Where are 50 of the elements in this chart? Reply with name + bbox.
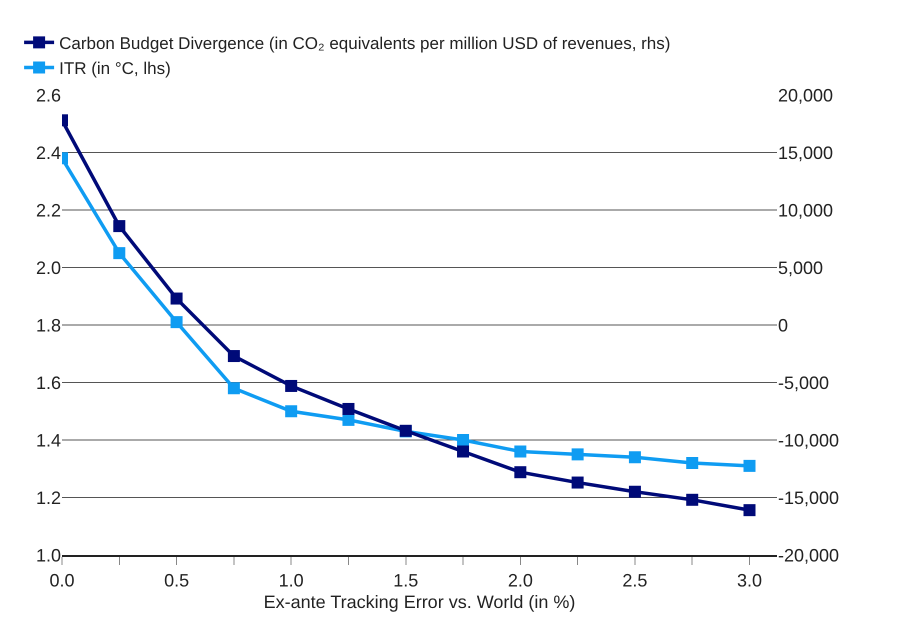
- point: [285, 380, 298, 392]
- point: [686, 494, 698, 506]
- point: [686, 457, 698, 469]
- point: [514, 446, 526, 458]
- y-tick-label: 1.8: [36, 315, 61, 336]
- y-tick-label: 1.2: [36, 488, 61, 508]
- x-axis-title: Ex-ante Tracking Error vs. World (in %): [264, 592, 576, 612]
- y-tick-label: 1.4: [36, 430, 61, 450]
- y2-tick-label: 10,000: [778, 200, 834, 220]
- point: [342, 402, 354, 415]
- point: [572, 448, 584, 460]
- point: [744, 460, 756, 472]
- x-tick-label: 0.0: [49, 570, 75, 590]
- y-tick-label: 2.4: [36, 142, 61, 163]
- point: [628, 486, 641, 498]
- y2-tick-label: -20,000: [778, 545, 840, 566]
- x-tick-label: 2.0: [508, 570, 533, 590]
- y2-tick-label: -10,000: [778, 430, 840, 450]
- point: [285, 405, 298, 418]
- y2-tick-label: -5,000: [778, 372, 830, 393]
- x-tick-label: 2.5: [622, 570, 648, 590]
- point: [457, 446, 470, 458]
- point: [170, 292, 183, 305]
- point: [170, 316, 183, 328]
- y2-tick-label: -15,000: [778, 488, 840, 508]
- x-tick-label: 1.0: [278, 570, 304, 590]
- y-tick-label: 1.6: [36, 372, 61, 393]
- y-tick-label: 2.2: [36, 200, 61, 220]
- x-tick-label: 0.5: [164, 570, 190, 590]
- point: [744, 504, 756, 516]
- legend-label: Carbon Budget Divergence (in CO₂ equivalents per million USD of revenues, rhs): [59, 34, 670, 53]
- x-tick-label: 1.5: [393, 570, 418, 590]
- point: [228, 382, 240, 394]
- point: [228, 350, 240, 362]
- y2-tick-label: 15,000: [778, 142, 834, 163]
- y2-tick-label: 0: [778, 315, 788, 336]
- point: [113, 220, 126, 232]
- x-tick-label: 3.0: [736, 570, 762, 590]
- y-tick-label: 2.0: [36, 258, 61, 278]
- y2-tick-label: 5,000: [778, 258, 824, 278]
- legend-label: ITR (in °C, lhs): [59, 59, 171, 78]
- point: [572, 476, 584, 489]
- point: [342, 414, 354, 426]
- y2-tick-label: 20,000: [778, 85, 834, 106]
- point: [113, 247, 126, 260]
- y-tick-label: 2.6: [36, 85, 61, 106]
- y-tick-label: 1.0: [36, 545, 61, 566]
- point: [457, 434, 470, 446]
- point: [628, 451, 641, 464]
- point: [514, 466, 526, 478]
